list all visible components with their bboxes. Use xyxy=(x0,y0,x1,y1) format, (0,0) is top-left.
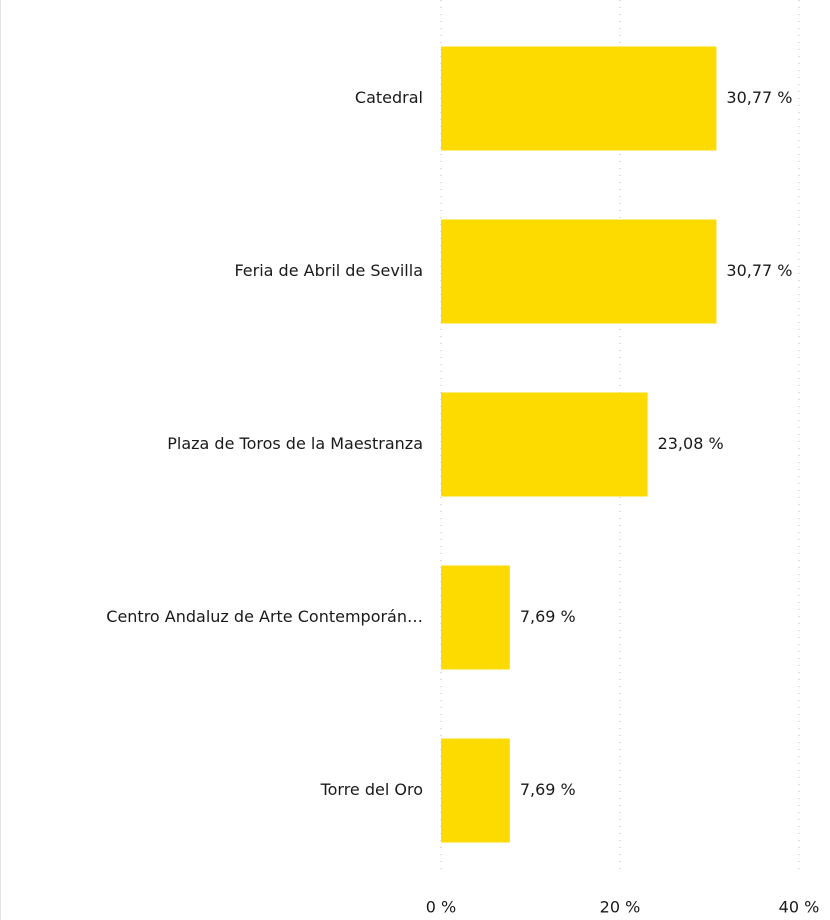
bar xyxy=(441,46,717,151)
value-label: 7,69 % xyxy=(520,780,576,799)
y-tick-label: Plaza de Toros de la Maestranza xyxy=(167,434,423,453)
y-tick-label: Catedral xyxy=(355,88,423,107)
bar xyxy=(441,565,510,670)
bar xyxy=(441,219,717,324)
value-label: 7,69 % xyxy=(520,607,576,626)
bar xyxy=(441,392,648,497)
y-tick-label: Centro Andaluz de Arte Contemporán… xyxy=(106,607,423,626)
x-tick-label: 0 % xyxy=(426,898,456,917)
bar xyxy=(441,738,510,843)
x-tick-label: 20 % xyxy=(600,898,641,917)
y-tick-label: Feria de Abril de Sevilla xyxy=(234,261,423,280)
y-tick-label: Torre del Oro xyxy=(320,780,423,799)
value-label: 30,77 % xyxy=(726,88,792,107)
value-label: 23,08 % xyxy=(658,434,724,453)
value-label: 30,77 % xyxy=(726,261,792,280)
x-tick-label: 40 % xyxy=(779,898,820,917)
